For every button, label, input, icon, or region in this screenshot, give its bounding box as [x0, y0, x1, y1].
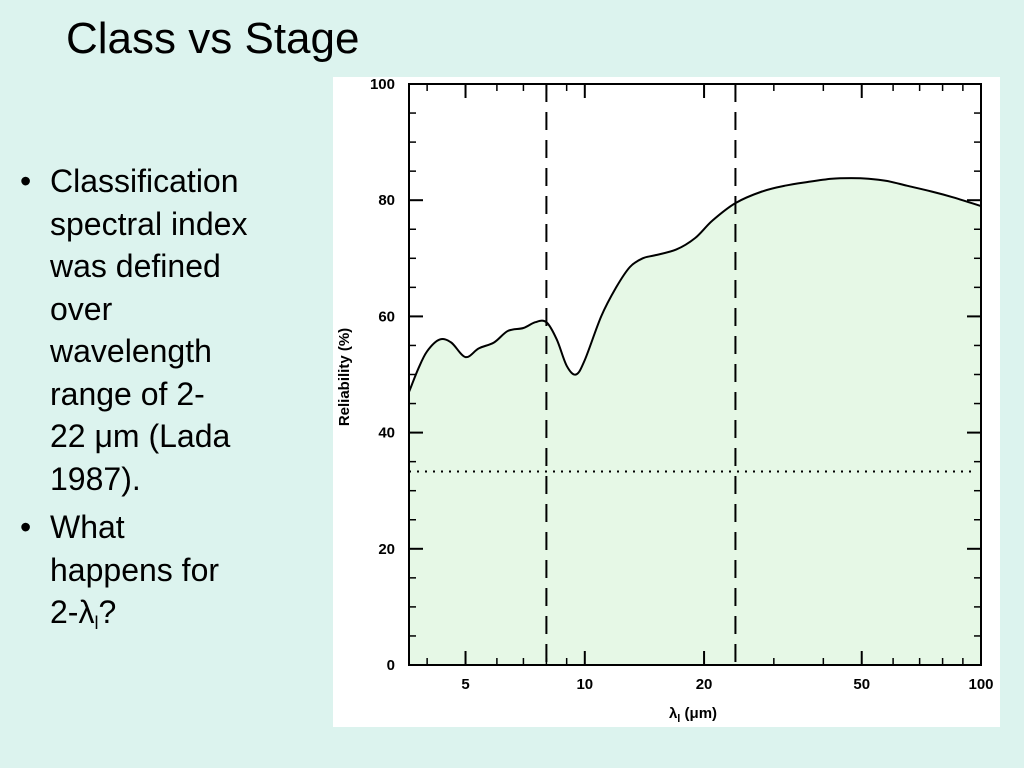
bullet-text: 2-λ: [50, 594, 95, 630]
x-tick-label: 50: [853, 676, 870, 693]
bullet-line: over: [50, 290, 113, 327]
y-axis-label: Reliability (%): [336, 328, 353, 426]
bullet-line: 2-λl?: [50, 591, 318, 645]
x-tick-label: 20: [696, 676, 713, 693]
area-fill: [409, 178, 981, 665]
bullet-item: • Classification spectral index was defi…: [18, 160, 318, 500]
bullet-line: was defined: [50, 248, 221, 284]
reliability-chart: 0 20 40 60 80 100 5 10 20 50 100 Reliability (%) λ…: [336, 77, 994, 725]
y-tick-label: 0: [387, 657, 395, 674]
bullet-line: Classification: [50, 163, 239, 199]
bullet-subscript: l: [94, 613, 99, 633]
slide-title: Class vs Stage: [66, 14, 360, 63]
bullet-marker: •: [20, 163, 32, 199]
x-tick-label: 10: [576, 676, 593, 693]
y-tick-label: 100: [370, 77, 395, 93]
bullet-line: 1987).: [50, 460, 141, 497]
x-tick-label: 5: [461, 676, 469, 693]
bullet-text: ?: [98, 594, 117, 630]
bullet-line: range of 2-: [50, 375, 205, 412]
y-tick-label: 40: [378, 425, 395, 442]
x-tick-label: 100: [968, 676, 993, 693]
reliability-line: [408, 177, 982, 393]
bullet-marker: •: [20, 509, 32, 545]
bullet-line: wavelength: [50, 333, 212, 369]
chart-panel: 0 20 40 60 80 100 5 10 20 50 100 Reliability (%) λ…: [333, 77, 1000, 727]
y-tick-label: 20: [378, 541, 395, 558]
bullet-line: happens for: [50, 551, 220, 588]
bullet-line: 22 μm (Lada: [50, 418, 231, 454]
bullet-item: • What happens for 2-λl?: [18, 506, 318, 645]
x-axis-label: λl (μm): [669, 705, 717, 725]
bullet-line: spectral index: [50, 205, 248, 242]
y-tick-label: 80: [378, 192, 395, 209]
y-tick-label: 60: [378, 308, 395, 325]
bullet-line: What: [50, 509, 125, 545]
bullet-list: • Classification spectral index was defi…: [18, 160, 318, 651]
